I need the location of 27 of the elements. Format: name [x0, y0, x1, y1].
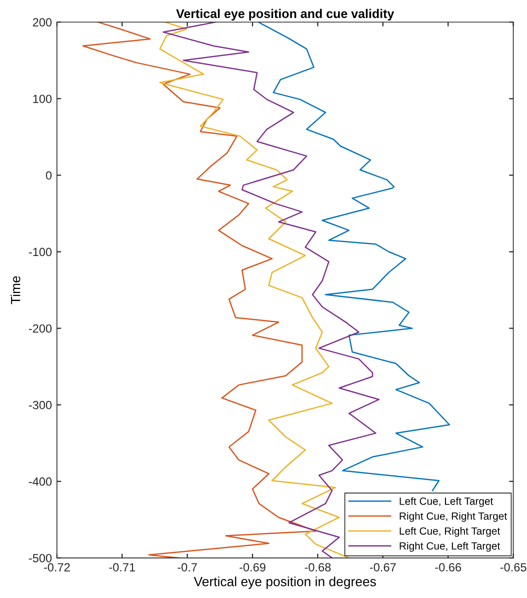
y-tick-label: -100 — [28, 248, 52, 256]
x-tick-label: -0.71 — [109, 563, 135, 572]
legend-label: Left Cue, Left Target — [400, 497, 494, 507]
legend-label: Right Cue, Left Target — [400, 542, 500, 552]
x-tick-label: -0.65 — [500, 563, 526, 572]
y-tick-label: 200 — [32, 18, 52, 27]
legend-label: Right Cue, Right Target — [400, 512, 507, 522]
line-series — [82, 22, 316, 558]
y-axis-title: Time — [10, 276, 20, 304]
line-series — [159, 22, 350, 558]
y-tick-label: -400 — [28, 477, 52, 486]
x-tick-label: -0.68 — [304, 563, 331, 572]
chart-title: Vertical eye position and cue validity — [176, 8, 394, 21]
x-tick-label: -0.7 — [178, 563, 197, 572]
y-tick-label: 0 — [46, 171, 52, 180]
y-tick-label: -500 — [28, 554, 52, 562]
line-series — [258, 22, 450, 492]
x-tick-label: -0.67 — [370, 563, 396, 572]
y-tick-label: -300 — [28, 400, 52, 410]
x-tick-label: -0.66 — [435, 563, 462, 572]
legend-label: Left Cue, Right Target — [400, 527, 500, 537]
x-axis-title: Vertical eye position in degrees — [194, 576, 376, 589]
x-tick-label: -0.69 — [240, 563, 266, 572]
y-tick-label: -200 — [28, 324, 52, 333]
line-series — [162, 22, 380, 558]
y-tick-label: 100 — [33, 94, 52, 104]
x-tick-label: -0.72 — [44, 563, 70, 572]
